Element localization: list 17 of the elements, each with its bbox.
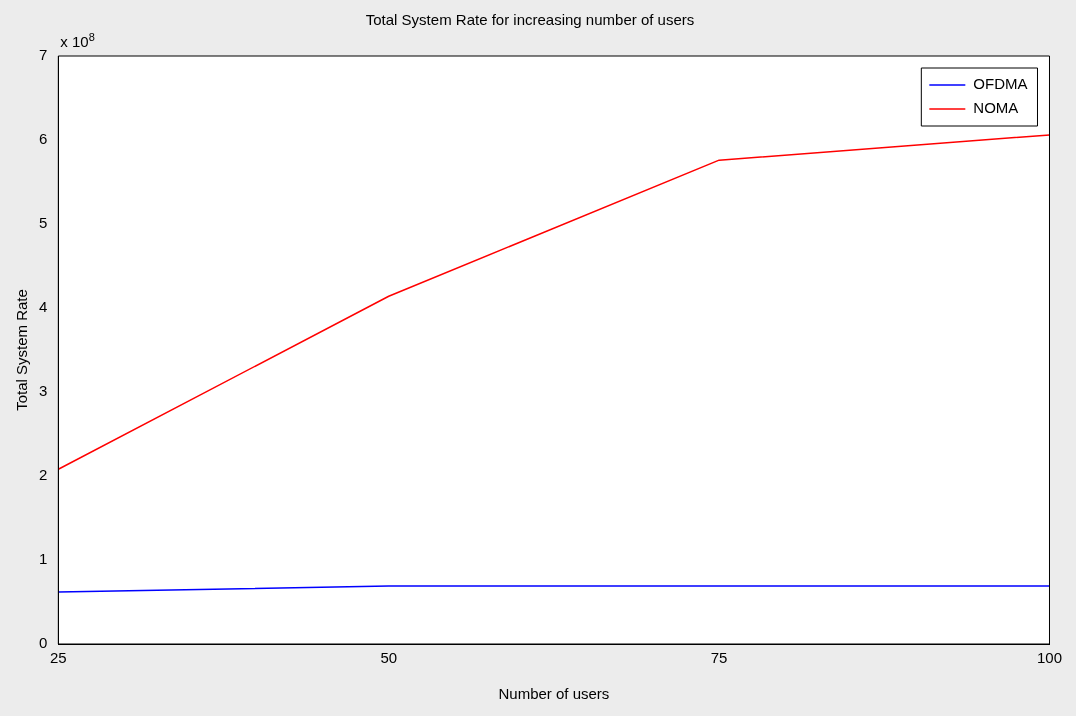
y-tick-label: 6 [39, 130, 48, 148]
chart-title: Total System Rate for increasing number of users [365, 11, 695, 29]
y-tick-label: 3 [39, 382, 48, 400]
y-tick-label: 7 [39, 46, 48, 64]
y-tick-label: 5 [39, 214, 48, 232]
y-axis-title: Total System Rate [13, 289, 31, 411]
y-tick-label: 1 [39, 550, 48, 568]
y-tick-label: 2 [39, 466, 48, 484]
x-tick-label: 50 [380, 649, 398, 667]
legend-label: NOMA [973, 99, 1019, 117]
x-tick-label: 75 [710, 649, 728, 667]
x-axis-title: Number of users [498, 685, 610, 703]
x-tick-label: 25 [50, 649, 67, 667]
legend-label: OFDMA [973, 75, 1028, 93]
y-tick-label: 4 [39, 298, 48, 316]
y-tick-label: 0 [39, 634, 48, 652]
x-tick-label: 100 [1036, 649, 1062, 667]
